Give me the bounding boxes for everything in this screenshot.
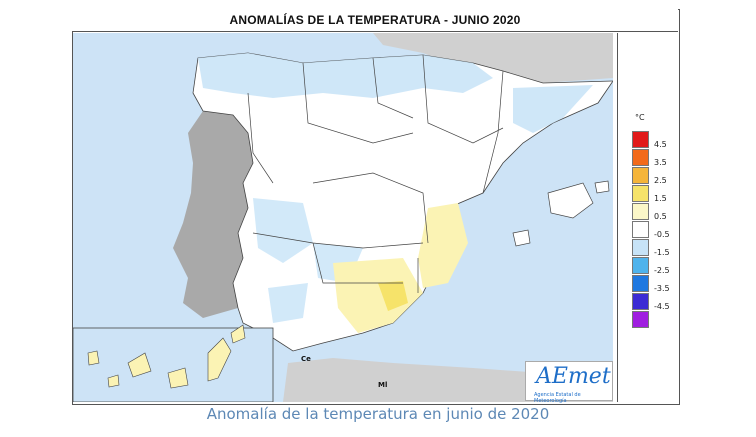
legend-swatch	[632, 149, 649, 166]
legend-swatch	[632, 275, 649, 292]
ibiza-island	[512, 229, 531, 247]
ceuta-label: Ce	[301, 355, 311, 363]
legend-label: -0.5	[654, 230, 670, 239]
legend-label: -1.5	[654, 248, 670, 257]
legend-swatch	[632, 221, 649, 238]
legend-swatch	[632, 185, 649, 202]
catalonia-cool-area	[513, 85, 593, 133]
legend-label: 4.5	[654, 140, 667, 149]
region-borders	[247, 54, 504, 293]
legend-swatch	[632, 203, 649, 220]
map-title: ANOMALÍAS DE LA TEMPERATURA - JUNIO 2020	[72, 9, 678, 32]
south-west-cool-area	[268, 283, 308, 323]
legend-label: -4.5	[654, 302, 670, 311]
mallorca-island	[547, 182, 594, 219]
france-region	[373, 33, 613, 83]
legend: °C 4.5 3.5 2.5 1.5 0.5 -0.5 -1.5 -2.5 -3.5 -4.5	[617, 33, 678, 402]
spain-anomaly-map: Ce Ml	[73, 33, 613, 402]
legend-swatch	[632, 257, 649, 274]
legend-label: 0.5	[654, 212, 667, 221]
legend-label: -3.5	[654, 284, 670, 293]
legend-unit: °C	[635, 113, 645, 122]
valencia-warm-area	[418, 203, 468, 288]
aemet-logo-subtitle: Agencia Estatal de Meteorología	[534, 392, 581, 404]
aemet-logo: AEmet Agencia Estatal de Meteorología	[525, 361, 613, 404]
north-cool-area	[198, 53, 493, 98]
legend-swatch	[632, 131, 649, 148]
canary-islands	[87, 324, 246, 389]
figure-caption: Anomalía de la temperatura en junio de 2…	[206, 405, 550, 423]
legend-swatch	[632, 293, 649, 310]
melilla-label: Ml	[378, 381, 387, 389]
legend-label: -2.5	[654, 266, 670, 275]
aemet-logo-word: AEmet	[536, 364, 611, 389]
legend-label: 1.5	[654, 194, 667, 203]
menorca-island	[594, 180, 610, 194]
south-east-warm-area	[333, 258, 423, 333]
legend-swatch	[632, 311, 649, 328]
legend-label: 2.5	[654, 176, 667, 185]
murcia-warmer-area	[378, 281, 408, 311]
legend-swatch	[632, 239, 649, 256]
legend-swatch	[632, 167, 649, 184]
map-area: Ce Ml	[73, 33, 613, 402]
legend-label: 3.5	[654, 158, 667, 167]
west-cool-area	[253, 198, 313, 263]
portugal-region	[173, 111, 253, 318]
